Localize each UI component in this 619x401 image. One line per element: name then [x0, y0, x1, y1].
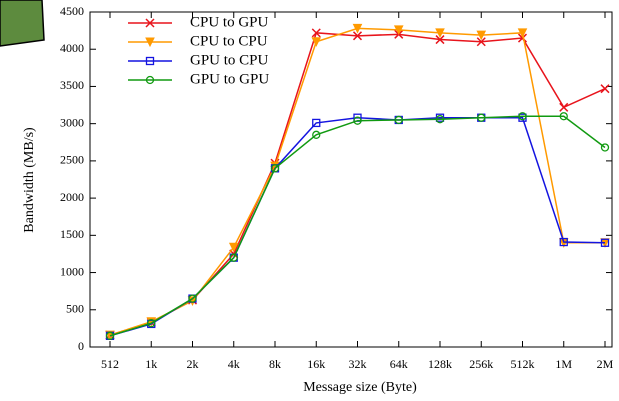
x-axis-label: Message size (Byte): [303, 380, 417, 395]
marker: [477, 113, 486, 122]
marker: [312, 130, 321, 139]
marker: [559, 112, 568, 121]
marker: [188, 294, 197, 303]
x-tick-label: 4k: [228, 357, 240, 371]
x-tick-label: 1k: [145, 357, 157, 371]
x-tick-label: 512: [101, 357, 119, 371]
marker: [312, 118, 321, 128]
x-tick-label: 2M: [597, 357, 614, 371]
x-tick-label: 128k: [428, 357, 452, 371]
legend-marker: [145, 75, 155, 85]
marker: [600, 84, 610, 94]
decoration: [0, 0, 45, 47]
y-tick-label: 3000: [60, 115, 84, 129]
marker: [517, 28, 528, 38]
marker: [435, 28, 445, 38]
marker: [435, 35, 445, 45]
plot-frame: [89, 11, 613, 348]
marker: [270, 164, 280, 173]
marker: [393, 25, 404, 35]
marker: [187, 296, 198, 306]
x-tick-label: 256k: [469, 357, 493, 371]
legend-marker: [145, 56, 155, 66]
marker: [352, 23, 363, 34]
marker: [476, 30, 487, 41]
marker: [394, 115, 403, 125]
x-tick-label: 2k: [187, 357, 199, 371]
marker: [435, 115, 445, 124]
legend-label: GPU to CPU: [190, 52, 269, 68]
x-tick-label: 64k: [390, 357, 408, 371]
y-tick-label: 1000: [60, 264, 84, 278]
legend-marker: [145, 37, 155, 48]
y-tick-label: 2500: [60, 153, 84, 167]
y-tick-label: 0: [78, 339, 84, 353]
marker: [476, 37, 486, 47]
marker: [600, 143, 610, 152]
y-tick-label: 4000: [60, 41, 84, 55]
y-tick-label: 3500: [60, 78, 84, 92]
y-tick-label: 2000: [60, 190, 84, 204]
marker: [517, 33, 528, 43]
legend-label: CPU to CPU: [190, 33, 268, 49]
y-axis-label: Bandwidth (MB/s): [22, 127, 37, 233]
y-tick-label: 1500: [60, 227, 84, 241]
marker: [353, 116, 362, 125]
y-tick-label: 500: [66, 302, 84, 316]
marker: [559, 237, 568, 247]
marker: [229, 253, 238, 262]
y-tick-label: 4500: [60, 4, 84, 18]
marker: [600, 238, 610, 247]
marker: [311, 28, 321, 38]
legend-marker: [145, 18, 155, 28]
marker: [228, 242, 239, 253]
marker: [352, 31, 363, 41]
marker: [559, 102, 569, 112]
x-tick-label: 16k: [307, 357, 325, 371]
legend-label: CPU to GPU: [190, 14, 269, 30]
x-tick-label: 32k: [349, 357, 367, 371]
series-line: [109, 115, 606, 337]
series-line: [109, 27, 605, 336]
marker: [105, 331, 115, 340]
marker: [518, 112, 527, 121]
marker: [147, 319, 156, 328]
x-tick-label: 512k: [511, 357, 535, 371]
legend-label: GPU to GPU: [190, 71, 269, 87]
marker: [311, 37, 322, 47]
x-tick-label: 8k: [269, 357, 281, 371]
x-tick-label: 1M: [555, 357, 572, 371]
